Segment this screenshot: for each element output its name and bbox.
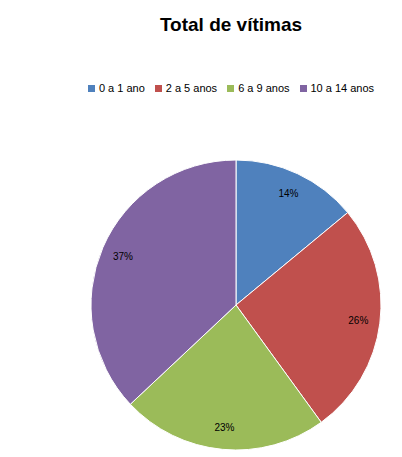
html-text:6 a 9 anos: 6 a 9 anos [238,82,290,94]
svg-text:23%: 23% [214,422,234,433]
html-text:10 a 14 anos: 10 a 14 anos [310,82,375,94]
html-text:Total de vítimas: Total de vítimas [159,14,303,35]
svg-text:37%: 37% [113,251,133,262]
html-text:2 a 5 anos: 2 a 5 anos [165,82,218,94]
html-text:0 a 1 ano: 0 a 1 ano [98,82,145,94]
svg-text:14%: 14% [278,188,298,199]
svg-text:26%: 26% [348,315,368,326]
